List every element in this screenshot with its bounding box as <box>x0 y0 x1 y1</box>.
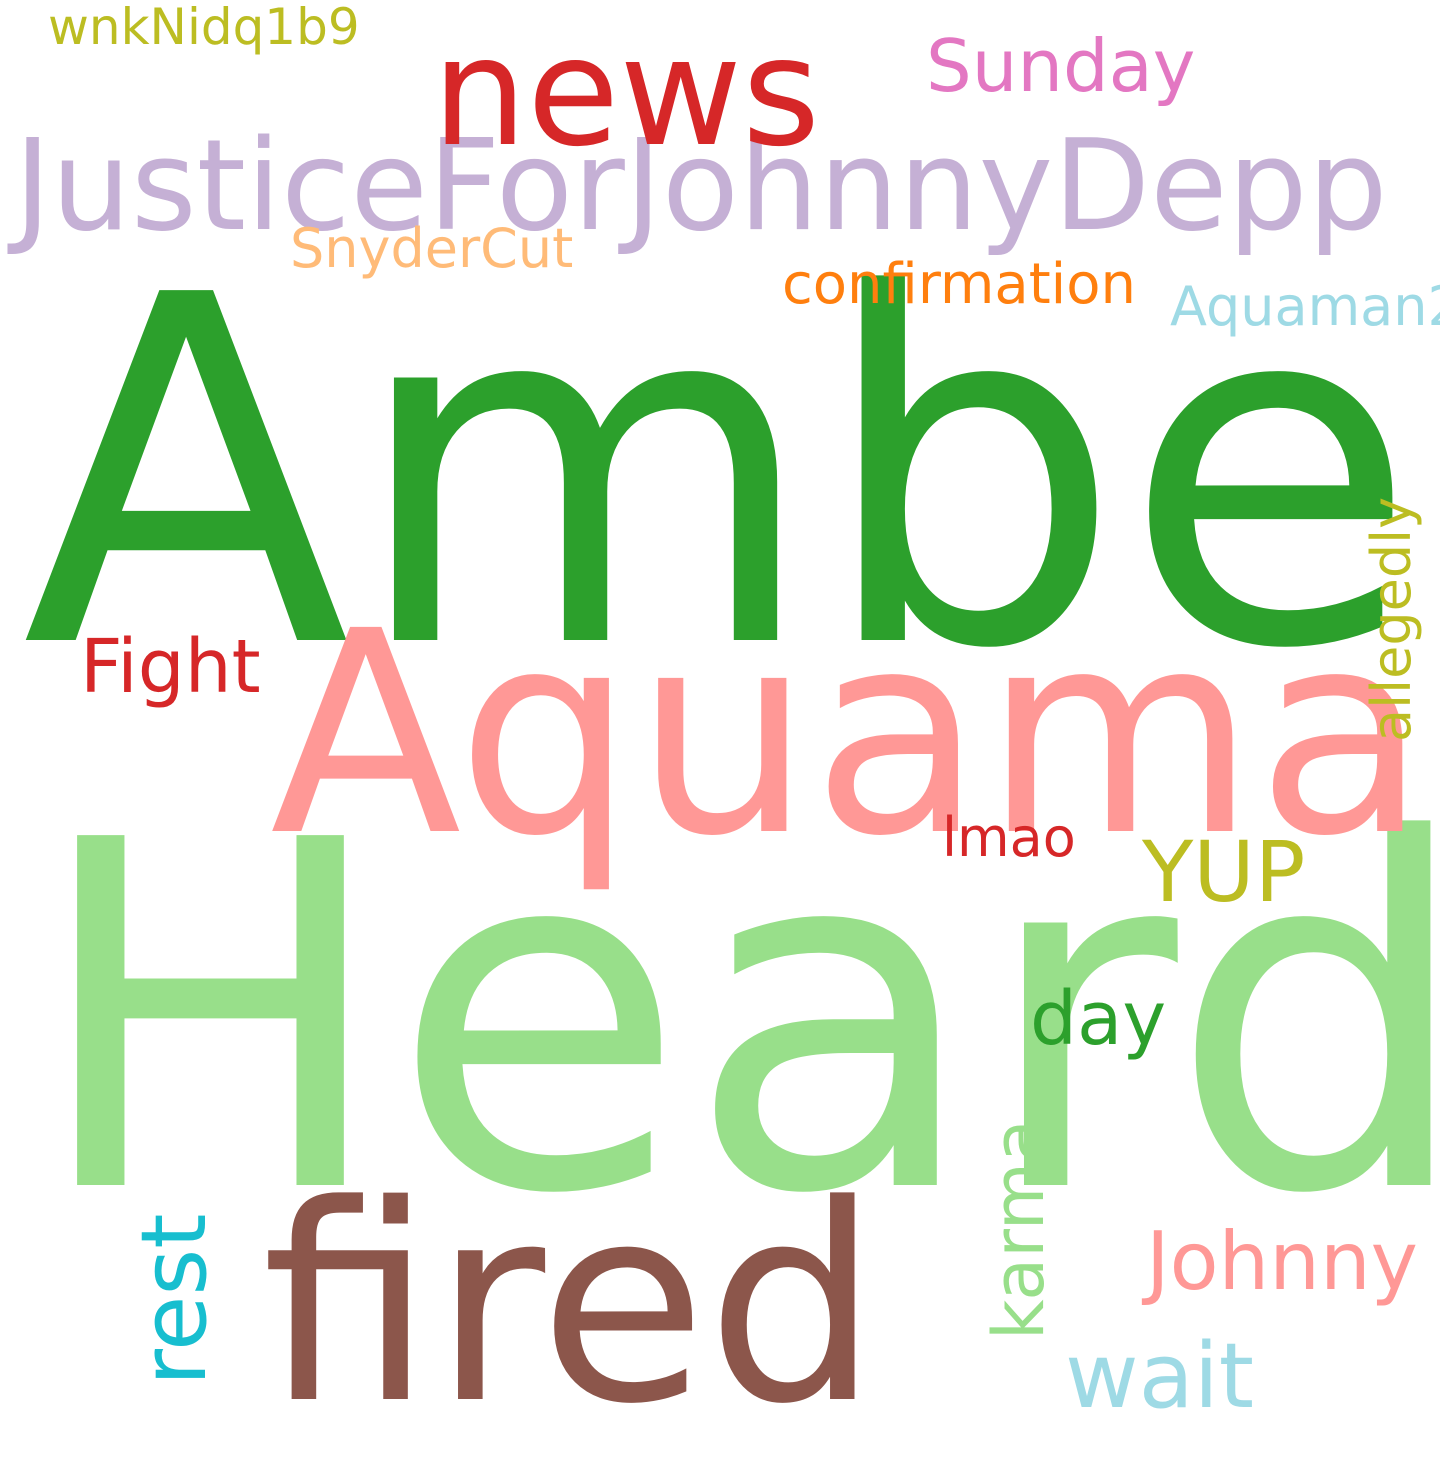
word-confirmation: confirmation <box>782 252 1136 317</box>
word-snydercut: SnyderCut <box>290 217 574 280</box>
word-karma: karma <box>978 1119 1060 1340</box>
word-sunday: Sunday <box>926 24 1196 108</box>
word-justicefor: JusticeForJohnnyDepp <box>14 112 1388 259</box>
word-news: news <box>432 6 821 180</box>
word-heard: Heard <box>30 740 1440 1299</box>
word-fired: fired <box>262 1148 880 1464</box>
word-johnny: Johnny <box>1146 1215 1418 1308</box>
word-yup: YUP <box>1142 823 1306 921</box>
word-wnknidq1b9: wnkNidq1b9 <box>48 0 360 56</box>
word-wait: wait <box>1065 1324 1255 1429</box>
word-fight: Fight <box>80 624 261 710</box>
word-rest: rest <box>122 1213 227 1386</box>
word-amber: Amber <box>22 195 1440 754</box>
word-allegedly: allegedly <box>1360 496 1423 742</box>
word-lmao: lmao <box>942 806 1076 869</box>
word-day: day <box>1030 976 1167 1062</box>
word-aquaman2: Aquaman2 <box>1170 275 1440 338</box>
word-aquaman: Aquaman <box>270 572 1440 898</box>
